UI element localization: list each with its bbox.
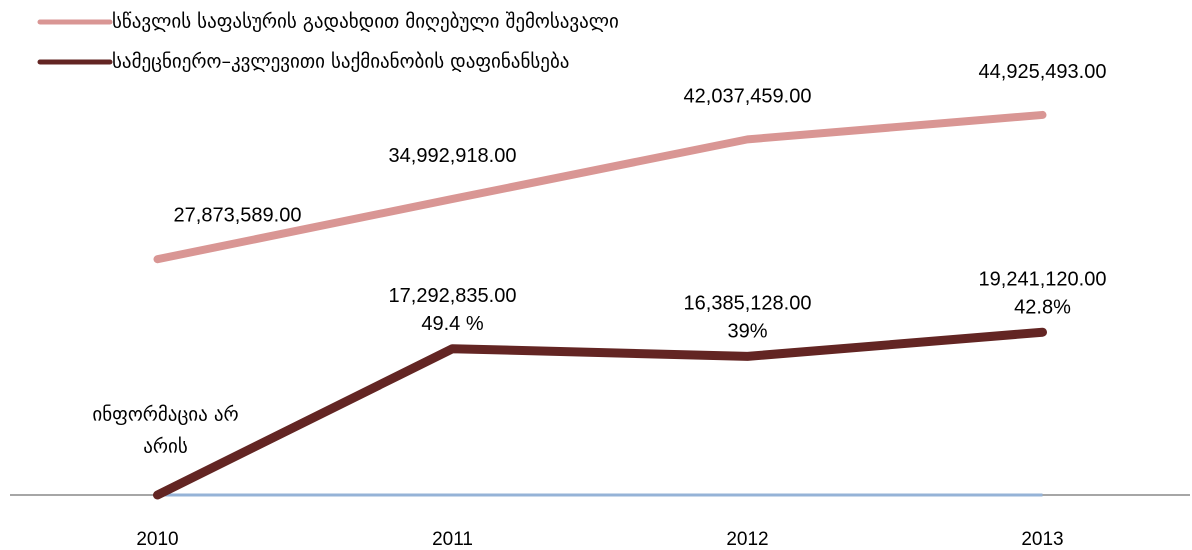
share-label: 49.4 %	[421, 313, 483, 335]
data-label: 34,992,918.00	[389, 145, 517, 167]
x-tick-label: 2011	[432, 529, 473, 550]
x-tick-label: 2012	[726, 529, 768, 550]
x-tick-label: 2010	[136, 529, 178, 550]
share-label: 42.8%	[1014, 297, 1071, 319]
annotation: ინფორმაცია არ	[92, 404, 238, 426]
data-label: 17,292,835.00	[389, 285, 517, 307]
data-label: 42,037,459.00	[684, 86, 812, 108]
legend-label: სწავლის საფასურის გადახდით მიღებული შემო…	[112, 11, 619, 33]
legend-label: სამეცნიერო–კვლევითი საქმიანობის დაფინანს…	[112, 51, 569, 73]
x-tick-label: 2013	[1021, 529, 1063, 550]
series-line	[153, 110, 1047, 264]
series-line	[153, 327, 1047, 500]
data-label: 19,241,120.00	[979, 269, 1107, 291]
annotation: არის	[143, 436, 188, 458]
data-label: 16,385,128.00	[684, 293, 812, 315]
share-label: 39%	[727, 321, 767, 343]
data-label: 27,873,589.00	[174, 204, 302, 226]
data-label: 44,925,493.00	[979, 61, 1107, 83]
